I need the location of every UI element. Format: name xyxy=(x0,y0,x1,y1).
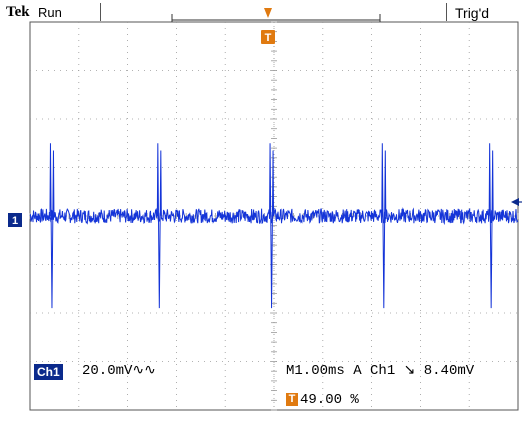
ch1-vertical-scale: 20.0mV∿∿ xyxy=(82,363,156,379)
timebase-readout: M1.00ms A Ch1 ↘ 8.40mV xyxy=(286,363,475,379)
acquisition-status: Run xyxy=(38,5,62,20)
ch1-spike xyxy=(269,143,275,309)
trigger-time-marker xyxy=(261,30,275,44)
trigger-position-arrow xyxy=(264,8,272,18)
ch1-spike xyxy=(49,143,55,309)
ch1-spike xyxy=(156,143,162,309)
trigger-time-marker-label: T xyxy=(265,32,272,44)
trigger-level-arrow xyxy=(511,198,519,206)
trigger-status: Trig'd xyxy=(455,5,490,21)
ch1-ground-marker-label: 1 xyxy=(12,215,18,227)
ch1-spike xyxy=(488,143,494,309)
trigger-position-icon: T xyxy=(286,393,298,406)
brand-label: Tek xyxy=(6,4,30,20)
ch1-ground-marker xyxy=(8,213,22,227)
header-separator xyxy=(100,3,101,21)
ch1-spike xyxy=(381,143,387,309)
trigger-position-readout: 49.00 % xyxy=(300,392,359,408)
header-separator xyxy=(446,3,447,21)
spike-group xyxy=(49,143,494,309)
ch1-badge: Ch1 xyxy=(34,364,63,380)
